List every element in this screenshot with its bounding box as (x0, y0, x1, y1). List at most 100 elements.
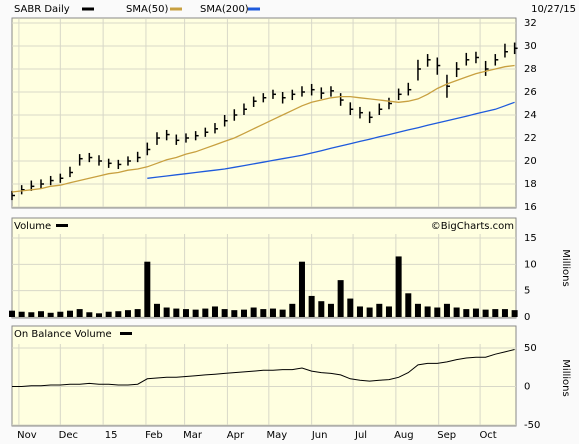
volume-bar (163, 307, 170, 317)
x-tick-label: Oct (479, 430, 496, 441)
copyright: ©BigCharts.com (431, 221, 514, 232)
y-tick-label: -50 (524, 420, 540, 431)
volume-bar (376, 303, 383, 317)
legend-label: SABR Daily (14, 4, 70, 15)
volume-bar (424, 306, 431, 317)
volume-bar (173, 308, 180, 317)
y-tick-label: 0 (524, 382, 530, 393)
x-tick-label: 15 (105, 430, 118, 441)
y-tick-label: 5 (524, 286, 530, 297)
volume-bar (153, 303, 160, 317)
volume-bar (221, 309, 228, 317)
volume-bar (434, 307, 441, 317)
y-tick-label: 0 (524, 312, 530, 323)
y-tick-label: 10 (524, 259, 537, 270)
volume-bar (192, 309, 199, 317)
volume-bar (337, 280, 344, 317)
y-tick-label: 20 (524, 156, 537, 167)
volume-bar (356, 306, 363, 317)
x-tick-label: Mar (183, 430, 203, 441)
y-axis-label: Millions (560, 359, 571, 396)
volume-bar (37, 311, 44, 317)
obv-title: On Balance Volume (14, 329, 112, 340)
volume-bar (76, 309, 83, 317)
volume-bar (366, 307, 373, 317)
x-tick-label: Feb (145, 430, 163, 441)
legend-swatch (120, 332, 132, 335)
y-tick-label: 24 (524, 110, 537, 121)
volume-bar (231, 310, 238, 317)
volume-bar (327, 303, 334, 317)
x-tick-label: May (266, 430, 287, 441)
volume-bar (115, 311, 122, 317)
volume-bar (260, 309, 267, 317)
y-axis-label: Millions (560, 249, 571, 286)
volume-bar (279, 309, 286, 317)
volume-bar (211, 306, 218, 317)
x-tick-label: Jun (311, 430, 328, 441)
volume-bar (57, 311, 64, 317)
volume-bar (298, 261, 305, 317)
volume-bar (492, 309, 499, 317)
volume-bar (182, 309, 189, 317)
legend-label: SMA(200) (200, 4, 249, 15)
x-tick-label: Apr (227, 430, 245, 441)
volume-bar (308, 295, 315, 317)
volume-bar (385, 306, 392, 317)
y-tick-label: 16 (524, 202, 537, 213)
volume-bar (47, 312, 54, 317)
y-tick-label: 18 (524, 179, 537, 190)
legend-swatch (56, 224, 68, 227)
volume-bar (269, 308, 276, 317)
y-tick-label: 22 (524, 133, 537, 144)
x-tick-label: Aug (394, 430, 414, 441)
volume-bar (9, 310, 15, 317)
volume-bar (66, 310, 73, 317)
y-tick-label: 50 (524, 343, 537, 354)
volume-bar (144, 261, 151, 317)
y-tick-label: 32 (524, 18, 537, 29)
volume-bar (463, 309, 470, 317)
x-tick-label: Jul (354, 430, 367, 441)
volume-bar (202, 308, 209, 317)
volume-bar (250, 307, 257, 317)
volume-bar (482, 309, 489, 317)
legend-swatch (82, 7, 94, 11)
volume-title: Volume (14, 221, 51, 232)
volume-bar (318, 301, 325, 317)
y-tick-label: 26 (524, 87, 537, 98)
x-tick-label: Dec (59, 430, 78, 441)
volume-bar (405, 293, 412, 317)
x-tick-label: Sep (437, 430, 456, 441)
volume-bar (289, 303, 296, 317)
legend-swatch (170, 7, 182, 11)
volume-bar (414, 303, 421, 317)
y-tick-label: 15 (524, 233, 537, 244)
volume-panel (11, 217, 517, 319)
y-tick-label: 30 (524, 41, 537, 52)
volume-bar (501, 309, 508, 317)
y-tick-label: 28 (524, 64, 537, 75)
volume-bar (28, 312, 35, 317)
volume-bar (395, 256, 402, 317)
volume-bar (86, 312, 93, 317)
volume-bar (453, 307, 460, 317)
line (147, 101, 515, 179)
volume-bar (95, 313, 102, 317)
x-tick-label: Nov (17, 430, 37, 441)
volume-bar (443, 303, 450, 317)
legend-swatch (248, 7, 260, 11)
volume-bar (18, 311, 25, 317)
volume-bar (134, 309, 141, 317)
volume-bar (124, 310, 131, 317)
obv-panel (11, 325, 517, 427)
volume-bar (240, 309, 247, 317)
line (12, 349, 515, 387)
legend-label: SMA(50) (126, 4, 168, 15)
volume-bar (472, 308, 479, 317)
volume-bar (105, 311, 112, 317)
date-label: 10/27/15 (531, 4, 576, 15)
volume-bar (347, 298, 354, 317)
volume-bar (511, 310, 518, 317)
